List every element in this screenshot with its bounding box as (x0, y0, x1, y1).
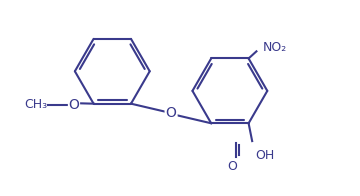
Text: OH: OH (256, 149, 275, 162)
Text: O: O (228, 160, 238, 173)
Text: NO₂: NO₂ (263, 41, 287, 54)
Text: O: O (68, 98, 80, 112)
Text: CH₃: CH₃ (24, 98, 47, 111)
Text: O: O (166, 106, 176, 121)
